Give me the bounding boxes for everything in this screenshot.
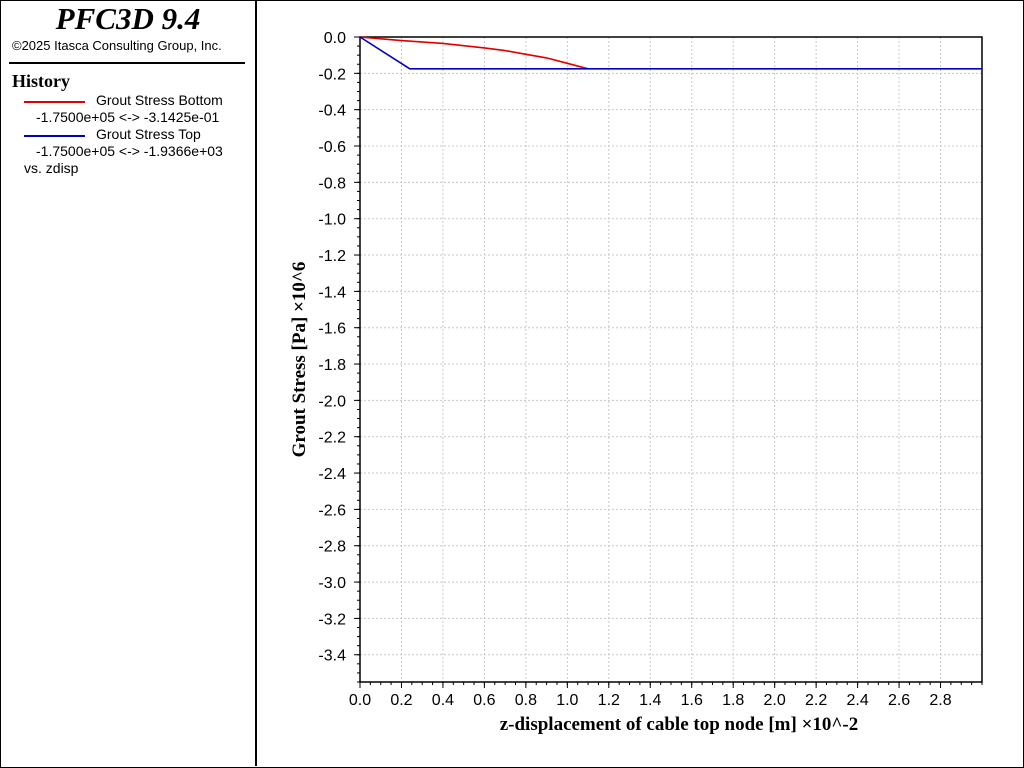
series-layer [359,36,982,70]
app-title: PFC3D 9.4 [55,1,201,36]
x-tick-label: 1.6 [681,692,703,709]
x-tick-label: 1.4 [639,692,661,709]
y-tick-label: -0.8 [318,175,346,192]
legend-swatch-top [24,135,85,137]
y-tick-label: -1.6 [318,321,346,338]
x-tick-label: 0.6 [473,692,495,709]
y-tick-label: -3.4 [318,648,346,665]
x-tick-labels: 0.0 0.2 0.4 0.6 0.8 1.0 1.2 1.4 1.6 1.8 2.0 2.2 2.4 2… [349,692,952,709]
x-tick-label: 0.4 [432,692,454,709]
x-tick-label: 2.8 [929,692,951,709]
y-tick-labels: 0.0 -0.2 -0.4 -0.6 -0.8 -1.0 -1.2 -1.4 -1.6 -1.8 -… [318,30,346,665]
legend-swatch-bottom [24,101,85,103]
tick-marks [354,36,983,688]
y-axis-title: Grout Stress [Pa] ×10^6 [289,262,310,458]
y-tick-label: -2.2 [318,430,346,447]
series-line-grout-stress-bottom [359,36,589,70]
x-tick-label: 2.4 [846,692,868,709]
y-tick-label: 0.0 [324,30,346,47]
y-tick-label: -3.2 [318,611,346,628]
plot-frame [359,36,983,683]
x-tick-label: 1.2 [598,692,620,709]
grid-lines [360,37,982,682]
x-variable-label: vs. zdisp [24,160,79,176]
x-tick-label: 0.2 [390,692,412,709]
copyright-text: ©2025 Itasca Consulting Group, Inc. [12,38,222,53]
x-tick-label: 2.6 [888,692,910,709]
series-line-grout-stress-top [359,36,982,70]
legend-range-top: -1.7500e+05 <-> -1.9366e+03 [36,143,223,159]
y-tick-label: -2.4 [318,466,346,483]
y-tick-label: -3.0 [318,575,346,592]
y-tick-label: -1.0 [318,212,346,229]
y-tick-label: -0.4 [318,103,346,120]
y-tick-label: -2.0 [318,393,346,410]
y-tick-label: -1.2 [318,248,346,265]
y-tick-label: -0.6 [318,139,346,156]
y-tick-label: -1.4 [318,284,346,301]
y-tick-label: -0.2 [318,66,346,83]
legend-label-bottom: Grout Stress Bottom [96,92,223,108]
y-tick-label: -2.8 [318,539,346,556]
legend-range-bottom: -1.7500e+05 <-> -3.1425e-01 [36,109,220,125]
y-tick-label: -2.6 [318,502,346,519]
x-tick-label: 1.8 [722,692,744,709]
x-tick-label: 2.0 [764,692,786,709]
x-tick-label: 2.2 [805,692,827,709]
title-divider [9,62,245,64]
chart-area: 0.0 0.2 0.4 0.6 0.8 1.0 1.2 1.4 1.6 1.8 2.0 2.2 2.4 2… [289,30,983,735]
x-tick-label: 0.8 [515,692,537,709]
legend-panel: PFC3D 9.4 ©2025 Itasca Consulting Group,… [0,0,257,766]
history-heading: History [12,71,70,91]
x-axis-title: z-displacement of cable top node [m] ×10… [500,714,859,735]
legend-label-top: Grout Stress Top [96,126,201,142]
x-tick-label: 1.0 [556,692,578,709]
y-tick-label: -1.8 [318,357,346,374]
x-tick-label: 0.0 [349,692,371,709]
